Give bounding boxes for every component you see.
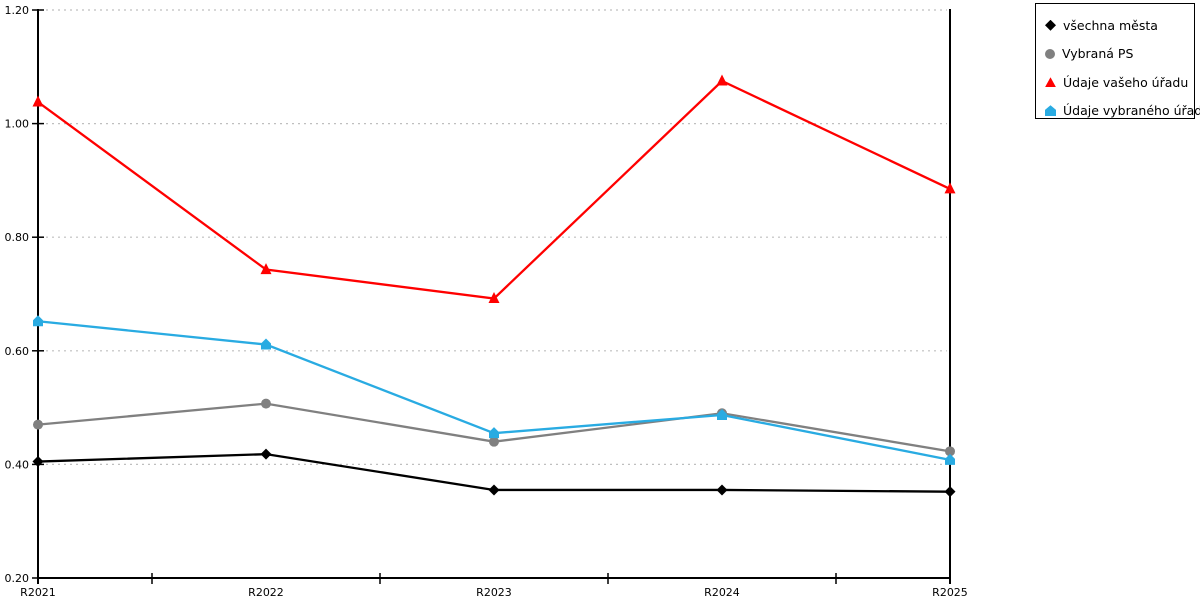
data-marker [261, 338, 271, 350]
x-category-label: R2023 [476, 586, 512, 599]
x-category-label: R2021 [20, 586, 56, 599]
data-marker [716, 484, 728, 496]
y-tick-label: 0.20 [5, 572, 30, 585]
legend-label: Vybraná PS [1062, 46, 1134, 62]
data-marker [489, 436, 499, 447]
legend-item: Údaje vašeho úřadu [1045, 68, 1190, 97]
legend-item: všechna města [1045, 11, 1190, 40]
y-tick-label: 1.00 [5, 118, 30, 131]
series-3 [33, 315, 955, 465]
data-marker [489, 427, 499, 439]
series-2 [32, 74, 956, 304]
y-gridlines [40, 9, 947, 465]
chart-legend: všechna města Vybraná PS Údaje vašeho úř… [1035, 3, 1200, 119]
x-category-label: R2025 [932, 586, 968, 599]
y-tick-label: 1.20 [5, 4, 30, 17]
data-marker [33, 315, 43, 327]
series-0 [32, 448, 956, 498]
data-marker [944, 182, 956, 194]
x-category-label: R2022 [248, 586, 284, 599]
series-line [37, 79, 951, 300]
axes: 0.20 0.40 0.60 0.80 1.00 1.20 R2021 R2022 R2023 R… [5, 4, 968, 599]
data-marker [488, 292, 500, 304]
data-marker [32, 95, 44, 107]
data-marker [32, 456, 44, 468]
data-marker [945, 446, 955, 457]
legend-label: Údaje vašeho úřadu [1063, 74, 1189, 90]
circle-icon [1045, 48, 1055, 59]
legend-label: všechna města [1063, 17, 1158, 33]
data-marker [716, 74, 728, 86]
legend-item: Údaje vybraného úřadu [1045, 97, 1200, 126]
legend-label: Údaje vybraného úřadu [1063, 103, 1200, 119]
data-marker [260, 448, 272, 460]
diamond-icon [1045, 19, 1056, 31]
y-tick-label: 0.40 [5, 458, 30, 471]
data-marker [260, 263, 272, 275]
legend-item: Vybraná PS [1045, 40, 1190, 69]
pentagon-icon [1045, 105, 1056, 117]
triangle-icon [1045, 77, 1056, 88]
y-tick-label: 0.80 [5, 231, 30, 244]
data-marker [944, 486, 956, 498]
data-marker [717, 408, 727, 420]
y-tick-label: 0.60 [5, 345, 30, 358]
data-marker [488, 484, 500, 496]
data-marker [945, 453, 955, 465]
x-category-label: R2024 [704, 586, 740, 599]
data-marker [261, 398, 271, 409]
data-marker [33, 419, 43, 430]
